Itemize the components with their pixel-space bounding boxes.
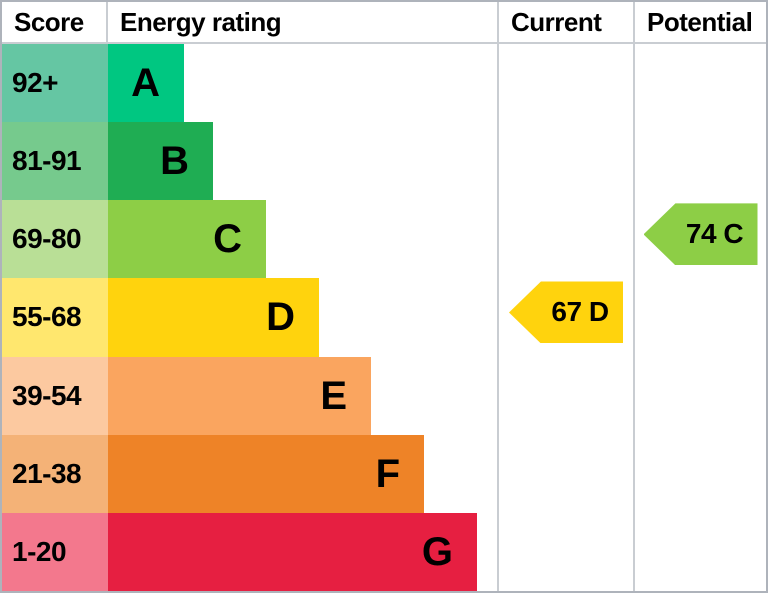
band-bar: C bbox=[108, 200, 266, 279]
current-cell: 67 D bbox=[499, 278, 635, 357]
header-potential: Potential bbox=[647, 6, 753, 37]
band-score-range: 1-20 bbox=[2, 512, 108, 591]
potential-cell: 74 C bbox=[635, 200, 766, 278]
header-score: Score bbox=[2, 2, 108, 42]
potential-cell bbox=[635, 44, 766, 122]
band-bar-cell: F bbox=[108, 434, 499, 513]
band-letter: G bbox=[421, 529, 453, 574]
current-cell bbox=[499, 356, 635, 435]
band-letter: E bbox=[320, 373, 347, 418]
band-letter: C bbox=[213, 217, 242, 262]
epc-band-row: 55-68 D 67 D bbox=[2, 278, 766, 357]
band-bar: B bbox=[108, 122, 213, 201]
band-bar-cell: C bbox=[108, 200, 499, 279]
potential-cell bbox=[635, 357, 766, 435]
band-score-range: 92+ bbox=[2, 44, 108, 123]
band-letter: A bbox=[131, 61, 160, 106]
band-score-range: 69-80 bbox=[2, 200, 108, 279]
band-bar: G bbox=[108, 512, 477, 591]
band-score-range: 81-91 bbox=[2, 122, 108, 201]
potential-cell bbox=[635, 513, 766, 591]
rating-arrow-label: 67 D bbox=[551, 296, 609, 328]
potential-cell bbox=[635, 435, 766, 513]
band-bar-cell: D bbox=[108, 278, 499, 357]
header-energy-rating: Energy rating bbox=[108, 2, 499, 42]
band-bar: E bbox=[108, 356, 371, 435]
potential-rating-arrow: 74 C bbox=[643, 203, 758, 266]
potential-cell bbox=[635, 278, 766, 356]
epc-band-row: 81-91 B bbox=[2, 122, 766, 201]
epc-band-row: 39-54 E bbox=[2, 356, 766, 435]
band-bar-cell: A bbox=[108, 44, 499, 123]
band-bar-cell: B bbox=[108, 122, 499, 201]
band-score-range: 21-38 bbox=[2, 434, 108, 513]
current-cell bbox=[499, 434, 635, 513]
epc-band-row: 92+ A bbox=[2, 44, 766, 123]
band-letter: F bbox=[375, 451, 400, 496]
epc-header-row: Score Energy rating Current Potential bbox=[2, 2, 766, 44]
current-cell bbox=[499, 44, 635, 123]
band-score-range: 55-68 bbox=[2, 278, 108, 357]
epc-band-row: 69-80 C 74 C bbox=[2, 200, 766, 279]
current-rating-arrow: 67 D bbox=[509, 281, 623, 344]
band-bar-cell: G bbox=[108, 512, 499, 591]
band-letter: D bbox=[266, 295, 295, 340]
header-current: Current bbox=[499, 2, 635, 42]
band-score-range: 39-54 bbox=[2, 356, 108, 435]
potential-cell bbox=[635, 122, 766, 200]
epc-band-row: 1-20 G bbox=[2, 512, 766, 591]
current-cell bbox=[499, 512, 635, 591]
current-cell bbox=[499, 122, 635, 201]
rating-arrow-label: 74 C bbox=[685, 218, 744, 250]
band-letter: B bbox=[160, 139, 189, 184]
current-cell bbox=[499, 200, 635, 279]
band-bar: A bbox=[108, 44, 184, 123]
epc-band-row: 21-38 F bbox=[2, 434, 766, 513]
epc-band-rows: 92+ A 81-91 B 69-80 C 74 C 55- bbox=[2, 44, 766, 591]
band-bar: D bbox=[108, 278, 319, 357]
band-bar: F bbox=[108, 434, 424, 513]
band-bar-cell: E bbox=[108, 356, 499, 435]
